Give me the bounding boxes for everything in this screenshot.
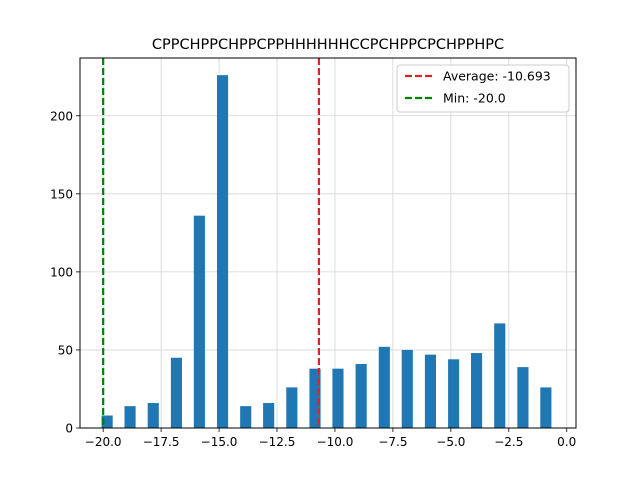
legend: Average: -10.693 Min: -20.0: [396, 64, 570, 113]
histogram-bar: [517, 367, 529, 428]
histogram-bar: [309, 368, 321, 428]
x-tick-label: −5.0: [436, 435, 465, 449]
y-tick-label: 0: [65, 422, 73, 436]
y-axis-ticks: 0 50 100 150 200: [50, 109, 80, 436]
chart-title: CPPCHPPCHPPCPPHHHHHHCCPCHPPCPCHPPHPC: [152, 37, 504, 53]
legend-box: [396, 64, 570, 113]
legend-label-min: Min: -20.0: [443, 91, 506, 106]
histogram-bar: [263, 403, 275, 428]
histogram-bar: [378, 346, 390, 428]
x-tick-label: −17.5: [143, 435, 180, 449]
x-axis-ticks: −20.0 −17.5 −15.0 −12.5 −10.0 −7.5 −5.0 −2.5 0.0: [85, 428, 576, 449]
histogram-bar: [401, 349, 413, 428]
y-tick-label: 50: [58, 343, 73, 357]
x-tick-label: 0.0: [557, 435, 576, 449]
histogram-bar: [286, 387, 298, 428]
histogram-bar: [124, 406, 136, 428]
legend-label-average: Average: -10.693: [443, 69, 551, 84]
histogram-bar: [332, 368, 344, 428]
x-tick-label: −10.0: [317, 435, 354, 449]
histogram-bar: [193, 215, 205, 428]
x-tick-label: −12.5: [259, 435, 296, 449]
histogram-bar: [216, 75, 229, 428]
y-tick-label: 100: [50, 265, 73, 279]
histogram-bars: [101, 75, 552, 428]
histogram-bar: [170, 357, 182, 428]
plot-frame: [79, 57, 577, 429]
histogram-bar: [494, 323, 506, 428]
reference-lines: [102, 58, 320, 428]
histogram-bar: [424, 354, 437, 428]
histogram-bar: [448, 359, 460, 428]
y-tick-label: 150: [50, 187, 73, 201]
y-tick-label: 200: [50, 109, 73, 123]
x-tick-label: −7.5: [378, 435, 407, 449]
histogram-bar: [240, 406, 252, 428]
histogram-bar: [540, 387, 552, 428]
x-tick-label: −2.5: [494, 435, 523, 449]
x-tick-label: −15.0: [201, 435, 238, 449]
histogram-bar: [471, 353, 483, 428]
x-tick-label: −20.0: [85, 435, 122, 449]
histogram-bar: [101, 415, 113, 428]
histogram-bar: [147, 403, 159, 428]
histogram-bar: [355, 363, 367, 428]
